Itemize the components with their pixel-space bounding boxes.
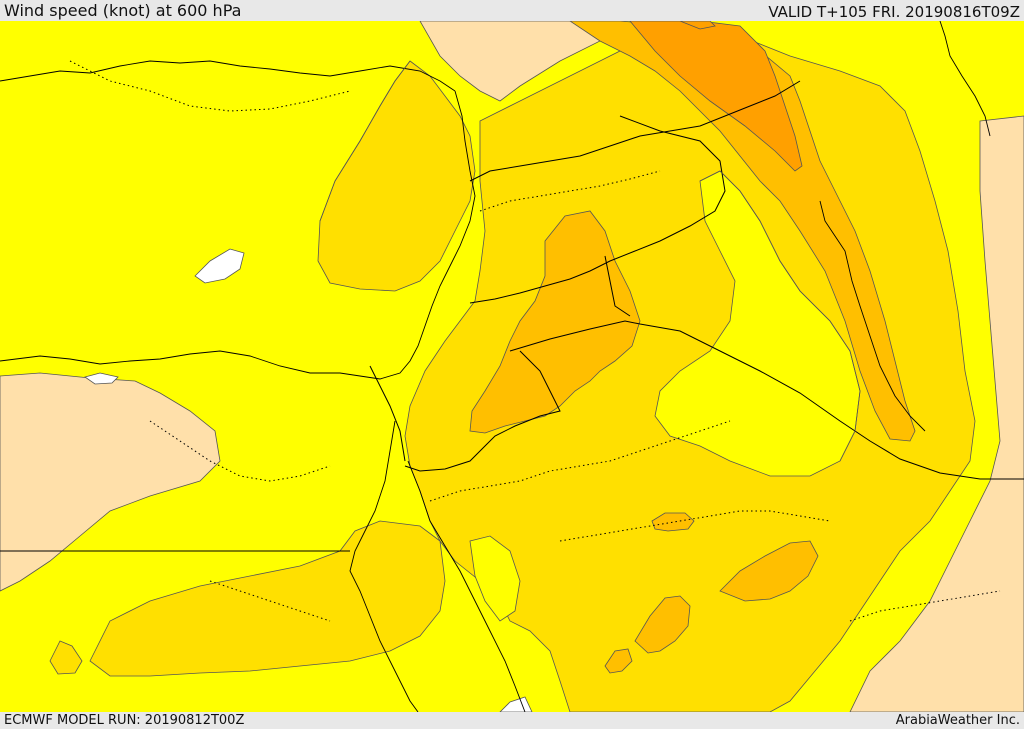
map-title: Wind speed (knot) at 600 hPa bbox=[4, 2, 241, 20]
valid-time: VALID T+105 FRI. 20190816T09Z bbox=[768, 3, 1020, 21]
credit-label: ArabiaWeather Inc. bbox=[896, 713, 1020, 728]
model-run-label: ECMWF MODEL RUN: 20190812T00Z bbox=[4, 713, 244, 728]
wind-speed-map bbox=[0, 21, 1024, 712]
